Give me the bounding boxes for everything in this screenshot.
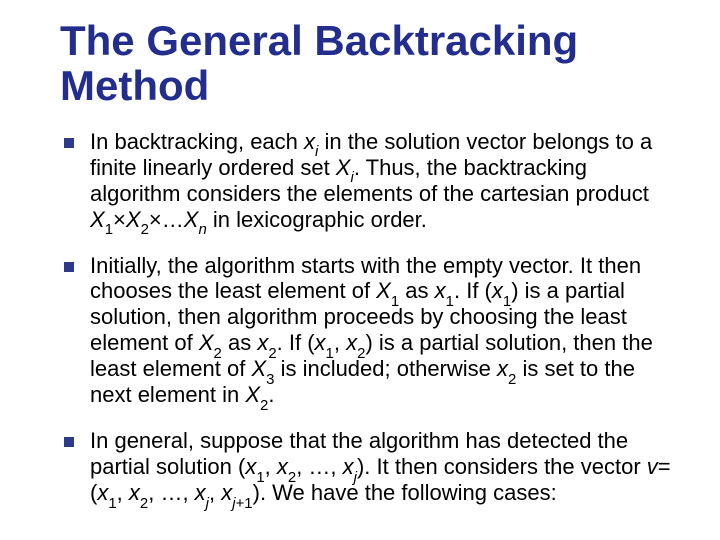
list-item: Initially, the algorithm starts with the… [90,253,674,409]
slide: The General Backtracking Method In backt… [0,0,720,540]
list-item: In backtracking, each xi in the solution… [90,129,674,233]
list-item: In general, suppose that the algorithm h… [90,428,674,506]
slide-title: The General Backtracking Method [60,18,674,109]
bullet-list: In backtracking, each xi in the solution… [60,129,674,506]
